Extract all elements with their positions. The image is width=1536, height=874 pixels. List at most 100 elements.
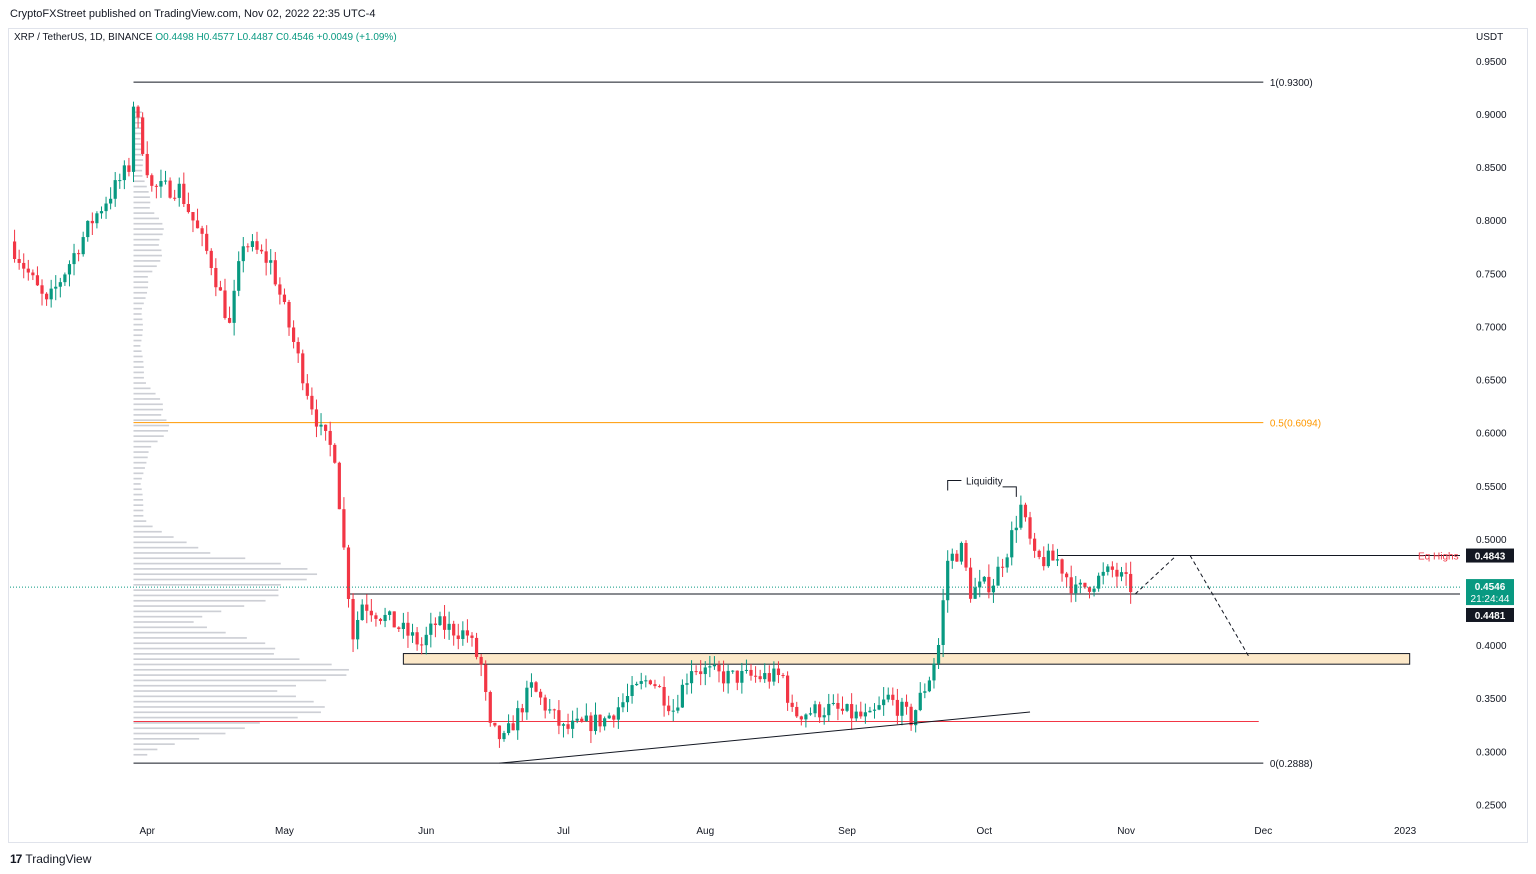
candle-body xyxy=(22,262,26,269)
y-tick-label: 0.6500 xyxy=(1476,376,1507,387)
volume-profile-bar xyxy=(133,249,162,252)
candle-body xyxy=(731,670,735,672)
volume-profile-bar xyxy=(133,690,278,692)
candle-body xyxy=(1083,582,1087,588)
price-badge xyxy=(1466,579,1514,606)
symbol-name[interactable]: XRP / TetherUS, 1D, BINANCE xyxy=(14,32,153,43)
volume-profile-bar xyxy=(133,530,162,533)
candle-body xyxy=(452,623,456,636)
candle-body xyxy=(1129,573,1133,593)
candle-body xyxy=(625,696,630,703)
y-tick-label: 0.3000 xyxy=(1476,747,1507,758)
volume-profile-bar xyxy=(133,520,147,522)
candle-body xyxy=(314,409,319,427)
candle-body xyxy=(58,282,62,287)
candle-body xyxy=(744,669,749,671)
candle-body xyxy=(987,576,991,593)
candle-body xyxy=(250,241,255,247)
projection-path xyxy=(1134,555,1251,659)
candle-body xyxy=(868,710,872,713)
volume-profile-bar xyxy=(133,180,145,183)
volume-profile-bar xyxy=(133,281,149,283)
volume-profile-bar xyxy=(133,738,200,740)
volume-profile-bar xyxy=(133,589,279,591)
candle-body xyxy=(607,715,611,719)
candle-body xyxy=(840,708,845,711)
candle-body xyxy=(378,618,383,622)
candle-body xyxy=(845,704,849,711)
candle-body xyxy=(968,567,973,599)
volume-profile-bar xyxy=(133,238,160,241)
candle-body xyxy=(671,710,675,712)
candle-body xyxy=(973,587,977,599)
y-tick-label: 0.7000 xyxy=(1476,322,1507,333)
volume-profile-bar xyxy=(133,387,151,390)
candle-body xyxy=(936,644,941,664)
candle-body xyxy=(12,241,17,260)
candle-body xyxy=(676,707,680,711)
volume-profile-bar xyxy=(133,674,347,676)
candle-body xyxy=(319,424,323,427)
candle-body xyxy=(465,630,470,636)
volume-profile-bar xyxy=(133,631,226,634)
candle-body xyxy=(955,553,959,562)
candle-body xyxy=(1087,587,1092,592)
candle-body xyxy=(433,623,437,626)
candle-body xyxy=(269,260,273,263)
volume-profile-bar xyxy=(133,355,143,358)
candle-body xyxy=(99,211,104,214)
volume-profile-bar xyxy=(133,371,144,374)
volume-profile-bar xyxy=(133,307,142,310)
candle-body xyxy=(822,715,826,718)
publisher-line: CryptoFXStreet published on TradingView.… xyxy=(10,8,376,20)
candle-body xyxy=(182,183,186,205)
candle-body xyxy=(1042,557,1046,567)
candle-body xyxy=(397,627,401,630)
candle-body xyxy=(886,694,890,700)
x-tick-label: Sep xyxy=(838,826,856,837)
candle-body xyxy=(186,204,190,213)
currency-label: USDT xyxy=(1476,32,1504,43)
candle-body xyxy=(854,711,858,719)
candle-body xyxy=(163,180,168,182)
volume-profile-bar xyxy=(133,467,145,469)
candle-body xyxy=(603,718,607,727)
candle-body xyxy=(1037,550,1041,558)
candle-body xyxy=(612,715,616,720)
volume-profile-bar xyxy=(133,493,143,496)
trendline xyxy=(499,711,1031,764)
x-tick-label: Oct xyxy=(977,826,993,837)
candle-body xyxy=(67,264,72,275)
price-badge-value: 0.4843 xyxy=(1475,552,1506,563)
candle-body xyxy=(1092,588,1096,592)
volume-profile-bar xyxy=(133,488,142,491)
candle-body xyxy=(191,212,195,221)
candle-body xyxy=(282,294,287,302)
volume-profile-bar xyxy=(133,695,296,698)
tradingview-logo[interactable]: 17 TradingView xyxy=(10,852,91,866)
candle-body xyxy=(694,671,698,673)
volume-profile-bar xyxy=(133,499,144,501)
candle-body xyxy=(49,288,53,300)
volume-profile-bar xyxy=(133,647,276,650)
candle-body xyxy=(497,725,502,740)
candle-body xyxy=(740,670,744,683)
candle-body xyxy=(1033,538,1037,551)
candle-body xyxy=(227,317,232,323)
volume-profile-bar xyxy=(133,291,148,294)
candle-body xyxy=(1065,573,1069,578)
volume-profile-bar xyxy=(133,700,314,703)
volume-profile-bar xyxy=(133,430,169,432)
candle-body xyxy=(946,560,950,601)
volume-profile-bar xyxy=(133,748,158,751)
candle-body xyxy=(81,237,85,255)
candle-body xyxy=(273,260,277,285)
candle-body xyxy=(909,706,913,726)
volume-profile-bar xyxy=(133,435,164,437)
volume-profile-bar xyxy=(133,408,163,411)
x-tick-label: 2023 xyxy=(1394,826,1417,837)
volume-profile-bar xyxy=(133,244,159,246)
price-badge xyxy=(1466,548,1514,563)
candle-body xyxy=(365,604,369,611)
